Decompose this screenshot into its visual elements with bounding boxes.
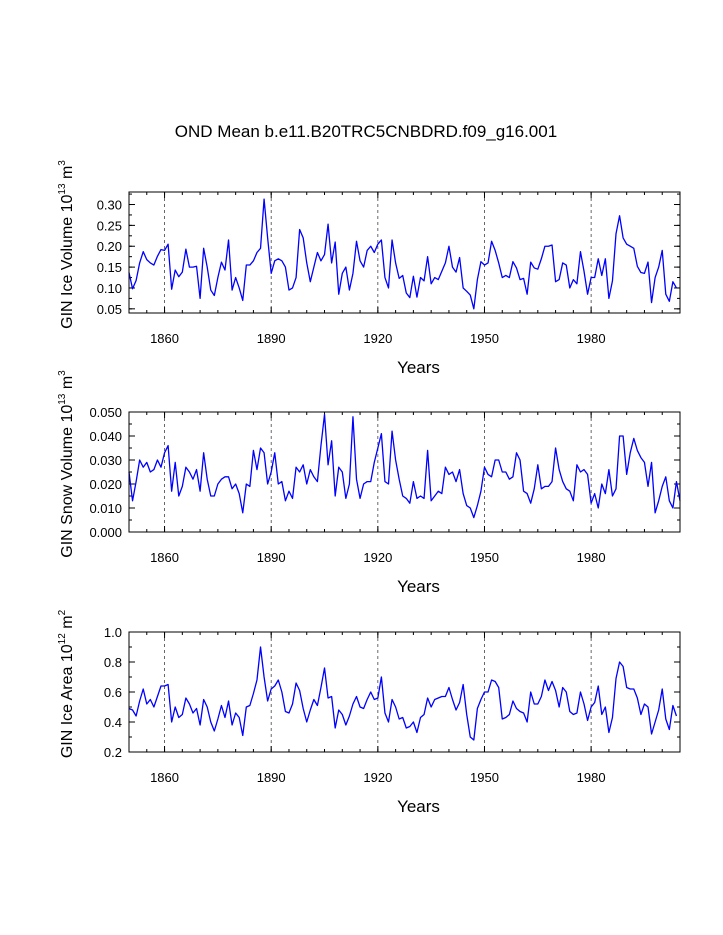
- x-tick-label-1950: 1950: [470, 770, 499, 785]
- chart-panel-1: 1860 1890 1920 1950 1980 0.05 0.10 0.15 0.20 0.25…: [57, 160, 681, 377]
- y-tick-label-0.010: 0.010: [89, 501, 122, 516]
- x-tick-label-1920: 1920: [363, 331, 392, 346]
- plot-frame: [128, 411, 681, 533]
- x-tick-label-1980: 1980: [577, 331, 606, 346]
- y-tick-label-0.10: 0.10: [97, 281, 122, 296]
- x-axis-label: Years: [397, 577, 440, 596]
- chart-title: OND Mean b.e11.B20TRC5CNBDRD.f09_g16.001: [175, 122, 557, 141]
- y-axis-label: GIN Ice Volume 1013 m3: [57, 160, 76, 329]
- y-tick-label-0.050: 0.050: [89, 405, 122, 420]
- y-tick-label-1.0: 1.0: [104, 625, 122, 640]
- y-tick-label-0.20: 0.20: [97, 239, 122, 254]
- x-tick-label-1980: 1980: [577, 550, 606, 565]
- x-tick-label-1890: 1890: [257, 331, 286, 346]
- x-tick-label-1890: 1890: [257, 770, 286, 785]
- x-tick-label-1860: 1860: [150, 770, 179, 785]
- y-tick-label-0.4: 0.4: [104, 715, 122, 730]
- y-tick-label-0.8: 0.8: [104, 655, 122, 670]
- y-tick-label-0.25: 0.25: [97, 218, 122, 233]
- plot-frame: [128, 631, 681, 753]
- y-tick-label-0.30: 0.30: [97, 198, 122, 213]
- x-tick-label-1920: 1920: [363, 770, 392, 785]
- series-line-3: [128, 646, 678, 741]
- y-tick-label-0.6: 0.6: [104, 685, 122, 700]
- y-tick-label-0.2: 0.2: [104, 745, 122, 760]
- series-line-1: [128, 198, 678, 310]
- x-tick-label-1890: 1890: [257, 550, 286, 565]
- x-tick-label-1860: 1860: [150, 331, 179, 346]
- x-axis-label: Years: [397, 358, 440, 377]
- series-line-2: [128, 413, 681, 519]
- chart-panel-2: 1860 1890 1920 1950 1980 0.000 0.010 0.020 0.030…: [57, 370, 681, 596]
- y-tick-label-0.020: 0.020: [89, 477, 122, 492]
- y-tick-label-0.15: 0.15: [97, 260, 122, 275]
- chart-panel-3: 1860 1890 1920 1950 1980 0.2 0.4 0.6 0.8 1.0 Years…: [57, 609, 681, 816]
- y-axis-label: GIN Ice Area 1012 m2: [57, 609, 76, 758]
- y-tick-label-0.05: 0.05: [97, 302, 122, 317]
- x-tick-label-1860: 1860: [150, 550, 179, 565]
- y-axis-label: GIN Snow Volume 1013 m3: [57, 370, 76, 558]
- y-tick-label-0.030: 0.030: [89, 453, 122, 468]
- y-tick-label-0.040: 0.040: [89, 429, 122, 444]
- x-tick-label-1920: 1920: [363, 550, 392, 565]
- plot-frame: [128, 191, 681, 314]
- x-tick-label-1950: 1950: [470, 550, 499, 565]
- y-tick-label-0.000: 0.000: [89, 525, 122, 540]
- x-axis-label: Years: [397, 797, 440, 816]
- x-tick-label-1950: 1950: [470, 331, 499, 346]
- x-tick-label-1980: 1980: [577, 770, 606, 785]
